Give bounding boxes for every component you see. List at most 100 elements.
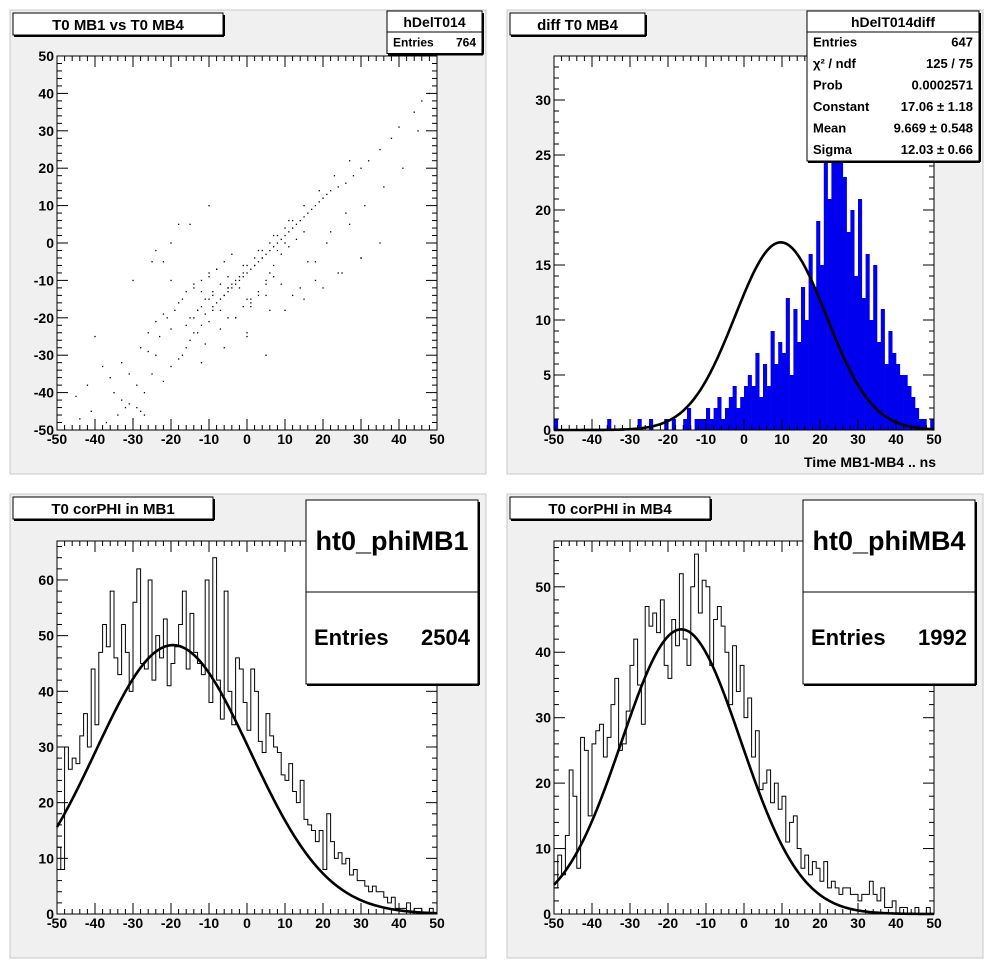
y-tick-label: 30 — [38, 739, 54, 755]
scatter-point — [314, 261, 317, 263]
scatter-point — [140, 410, 142, 412]
scatter-point — [235, 279, 237, 282]
scatter-point — [193, 287, 195, 289]
scatter-point — [402, 167, 404, 169]
stats-row-label: Mean — [813, 121, 846, 136]
scatter-point — [269, 242, 271, 244]
y-tick-label: 0 — [46, 906, 54, 922]
scatter-point — [231, 253, 233, 255]
x-tick-label: -50 — [544, 915, 564, 931]
histogram-bar — [854, 276, 859, 430]
scatter-point — [166, 317, 168, 319]
scatter-point — [75, 395, 77, 398]
scatter-point — [113, 392, 115, 394]
scatter-point — [330, 190, 332, 192]
histogram-bar — [804, 320, 809, 430]
scatter-point — [265, 294, 267, 297]
scatter-point — [178, 302, 180, 304]
scatter-point — [212, 309, 214, 312]
stats-row-value: 647 — [951, 35, 973, 50]
scatter-point — [79, 418, 81, 420]
scatter-point — [174, 309, 176, 312]
histogram-bar — [888, 331, 893, 430]
histogram-bar — [725, 408, 730, 430]
scatter-point — [216, 268, 218, 270]
histogram-bar — [698, 419, 703, 430]
scatter-point — [269, 249, 271, 252]
scatter-point — [223, 347, 225, 349]
scatter-point — [216, 302, 218, 304]
x-tick-label: 10 — [774, 431, 790, 447]
stats-row-label: Entries — [314, 625, 389, 650]
histogram-bar — [793, 309, 798, 430]
scatter-point — [200, 291, 203, 293]
y-tick-label: 10 — [535, 841, 551, 857]
scatter-point — [280, 238, 282, 240]
stats-row-label: Entries — [813, 35, 857, 50]
histogram-bar — [702, 419, 707, 430]
histogram-bar — [911, 397, 916, 430]
scatter-point — [280, 253, 282, 255]
y-tick-label: 30 — [38, 123, 54, 139]
stats-box: hDelT014diff Entries 647 χ² / ndf 125 / 75 Pr… — [806, 10, 981, 163]
y-tick-label: 20 — [38, 160, 54, 176]
scatter-point — [349, 223, 351, 225]
scatter-point — [261, 257, 263, 259]
scatter-point — [250, 302, 252, 304]
stats-row-value: 2504 — [421, 625, 471, 650]
scatter-point — [197, 309, 199, 312]
scatter-point — [257, 291, 260, 293]
scatter-point — [292, 227, 294, 229]
x-tick-label: 30 — [850, 915, 866, 931]
histogram-bar — [740, 397, 745, 430]
plot-title: T0 corPHI in MB1 — [51, 501, 174, 518]
histogram-outline — [56, 557, 437, 915]
scatter-point — [307, 212, 309, 214]
scatter-point — [185, 324, 187, 326]
x-tick-label: 10 — [277, 915, 293, 931]
scatter-point — [288, 219, 290, 222]
x-tick-label: 30 — [353, 915, 369, 931]
x-tick-label: -20 — [161, 431, 181, 447]
title-box: T0 MB1 vs T0 MB4 — [12, 12, 225, 37]
scatter-point — [269, 309, 271, 312]
scatter-point — [86, 384, 89, 386]
scatter-point — [109, 377, 111, 379]
scatter-point — [345, 212, 347, 214]
scatter-point — [337, 186, 339, 188]
scatter-point — [276, 242, 279, 244]
scatter-point — [124, 406, 127, 409]
scatter-point — [295, 223, 298, 225]
scatter-point — [413, 111, 415, 113]
y-tick-label: 20 — [535, 775, 551, 791]
scatter-point — [212, 294, 214, 297]
x-tick-label: 10 — [774, 915, 790, 931]
stats-row-label: χ² / ndf — [813, 56, 857, 71]
scatter-point — [204, 343, 206, 345]
histogram-bar — [820, 265, 825, 430]
histogram-bar — [683, 419, 688, 430]
scatter-point — [200, 279, 203, 282]
stats-row-value: 1992 — [918, 625, 967, 650]
histogram-bar — [649, 419, 654, 430]
scatter-point — [219, 309, 222, 312]
scatter-point — [257, 294, 260, 297]
scatter-point — [368, 160, 370, 162]
histogram-bar — [694, 419, 699, 430]
plot-title: T0 MB1 vs T0 MB4 — [52, 17, 184, 34]
scatter-point — [151, 261, 153, 263]
scatter-point — [128, 373, 130, 375]
stats-box-frame — [806, 10, 980, 162]
scatter-point — [273, 246, 275, 248]
y-tick-label: 10 — [38, 850, 54, 866]
scatter-point — [193, 332, 195, 334]
histogram-bar — [907, 386, 912, 430]
x-tick-label: -30 — [620, 915, 640, 931]
scatter-point — [162, 380, 165, 383]
y-axis: 0 10 20 30 40 50 60 — [38, 546, 437, 922]
x-tick-label: 20 — [812, 431, 828, 447]
scatter-point — [360, 257, 362, 259]
histogram-bar — [839, 78, 844, 430]
scatter-point — [170, 365, 172, 368]
y-tick-label: 10 — [38, 198, 54, 214]
